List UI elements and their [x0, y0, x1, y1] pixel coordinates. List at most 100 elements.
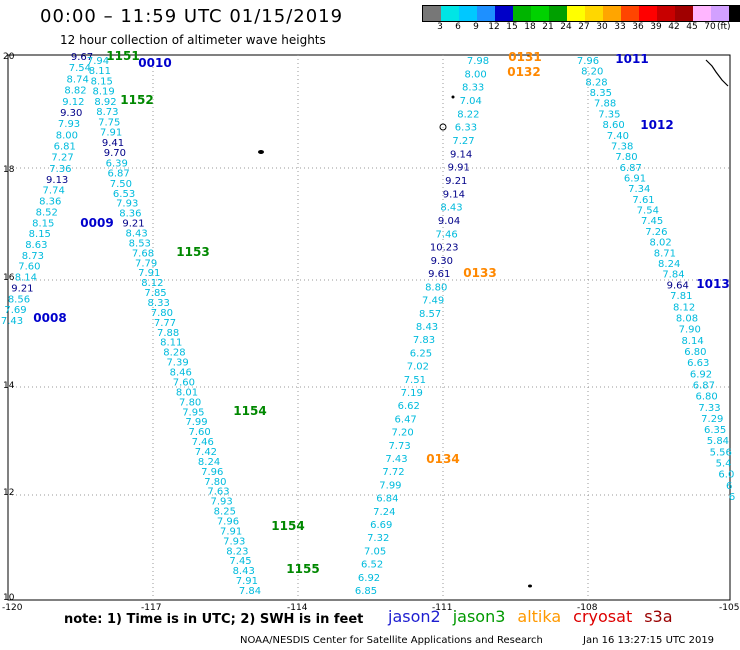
wave-height-value: 7.68 [132, 248, 154, 259]
wave-height-value: 8.43 [126, 229, 148, 240]
wave-height-value: 8.28 [585, 77, 607, 88]
colorbar-swatch [729, 6, 740, 21]
wave-height-value: 7.99 [379, 480, 401, 491]
wave-height-value: 9.61 [428, 269, 450, 280]
wave-height-value: 5.56 [710, 447, 732, 458]
wave-height-value: 8.20 [581, 67, 603, 78]
wave-height-value: 7.75 [98, 117, 120, 128]
colorbar-swatch [693, 6, 711, 21]
wave-height-value: 6.87 [108, 169, 130, 180]
wave-height-value: 6.80 [684, 347, 706, 358]
latitude-label: 12 [3, 488, 15, 498]
wave-height-value: 8.28 [163, 348, 185, 359]
colorbar-tick-label: 9 [473, 22, 479, 32]
mission-legend: jason2 jason3 altika cryosat s3a [388, 607, 685, 626]
wave-height-value: 9.12 [62, 97, 84, 108]
wave-height-value: 7.80 [204, 477, 226, 488]
wave-height-value: 9.91 [448, 163, 470, 174]
wave-height-value: 7.93 [223, 536, 245, 547]
colorbar-tick-label: 15 [506, 22, 518, 32]
wave-height-value: 6.33 [455, 123, 477, 134]
latitude-label: 18 [3, 165, 15, 175]
wave-height-value: 7.72 [382, 467, 404, 478]
wave-height-colorbar [422, 5, 740, 22]
wave-height-value: 8.15 [32, 218, 54, 229]
wave-height-value: 7.95 [182, 407, 204, 418]
wave-height-value: 7.83 [413, 335, 435, 346]
colorbar-unit: (ft) [717, 22, 731, 32]
wave-height-value: 6.92 [358, 573, 380, 584]
colorbar-swatch [423, 6, 441, 21]
wave-height-value: 8.71 [654, 248, 676, 259]
wave-height-value: 9.70 [104, 148, 126, 159]
pass-label: 1153 [176, 245, 209, 259]
wave-height-value: 6.63 [687, 358, 709, 369]
wave-height-value: 6.92 [690, 369, 712, 380]
wave-height-value: 8.02 [650, 238, 672, 249]
wave-height-value: 7.02 [407, 362, 429, 373]
colorbar-swatch [567, 6, 585, 21]
wave-height-value: 9.21 [445, 176, 467, 187]
colorbar-tick-label: 12 [488, 22, 500, 32]
mission-legend-item: cryosat [573, 607, 633, 626]
colorbar-tick-label: 36 [632, 22, 644, 32]
wave-height-value: 7.80 [151, 308, 173, 319]
wave-height-value: 6.87 [620, 163, 642, 174]
latitude-label: 20 [3, 52, 15, 62]
wave-height-value: 5.84 [707, 436, 729, 447]
footer-credit: NOAA/NESDIS Center for Satellite Applica… [240, 635, 543, 646]
wave-height-value: 7.94 [87, 56, 109, 67]
wave-height-value: 8.36 [39, 197, 61, 208]
pass-label: 0131 [508, 50, 541, 64]
longitude-label: -111 [432, 603, 453, 613]
wave-height-value: 7.45 [641, 216, 663, 227]
wave-height-value: 7.39 [166, 358, 188, 369]
wave-height-value: 8.00 [464, 69, 486, 80]
wave-height-value: 8.22 [457, 109, 479, 120]
wave-height-value: 7.19 [401, 388, 423, 399]
wave-height-value: 7.81 [670, 291, 692, 302]
wave-height-value: 7.43 [1, 316, 23, 327]
wave-height-value: 7.93 [211, 497, 233, 508]
colorbar-swatch [603, 6, 621, 21]
pass-label: 1154 [271, 519, 304, 533]
wave-height-value: 7.99 [185, 417, 207, 428]
wave-height-value: 7.60 [18, 262, 40, 273]
wave-height-value: 8.00 [56, 130, 78, 141]
colorbar-swatch [585, 6, 603, 21]
latitude-label: 10 [3, 593, 15, 603]
wave-height-value: 7.74 [43, 186, 65, 197]
wave-height-value: 7.61 [632, 195, 654, 206]
longitude-label: -120 [2, 603, 23, 613]
wave-height-value: 8.33 [462, 83, 484, 94]
pass-label: 0134 [426, 452, 459, 466]
wave-height-value: 7.63 [207, 487, 229, 498]
pass-label: 0008 [33, 311, 66, 325]
wave-height-value: 7.91 [220, 526, 242, 537]
colorbar-tick-label: 6 [455, 22, 461, 32]
colorbar-tick-label: 33 [614, 22, 626, 32]
wave-height-value: 8.46 [170, 368, 192, 379]
wave-height-value: 7.24 [373, 507, 395, 518]
wave-height-value: 7.49 [422, 296, 444, 307]
wave-height-value: 8.73 [96, 107, 118, 118]
wave-height-value: 6.62 [398, 401, 420, 412]
colorbar-tick-label: 21 [542, 22, 554, 32]
footer-timestamp: Jan 16 13:27:15 UTC 2019 [583, 635, 715, 646]
wave-height-value: 8.23 [226, 546, 248, 557]
colorbar-swatch [657, 6, 675, 21]
colorbar-tick-label: 18 [524, 22, 536, 32]
wave-height-value: 7.45 [229, 556, 251, 567]
map-title: 00:00 – 11:59 UTC 01/15/2019 [40, 6, 344, 27]
pass-label: 1013 [696, 277, 729, 291]
wave-height-value: 9.14 [443, 189, 465, 200]
wave-height-value: 6.52 [361, 560, 383, 571]
longitude-label: -108 [577, 603, 598, 613]
wave-height-value: 7.69 [4, 305, 26, 316]
footer-note: note: 1) Time is in UTC; 2) SWH is in fe… [64, 612, 364, 627]
wave-height-value: 6.35 [704, 425, 726, 436]
wave-height-value: 7.42 [195, 447, 217, 458]
wave-height-value: 7.96 [201, 467, 223, 478]
wave-height-value: 7.80 [179, 397, 201, 408]
